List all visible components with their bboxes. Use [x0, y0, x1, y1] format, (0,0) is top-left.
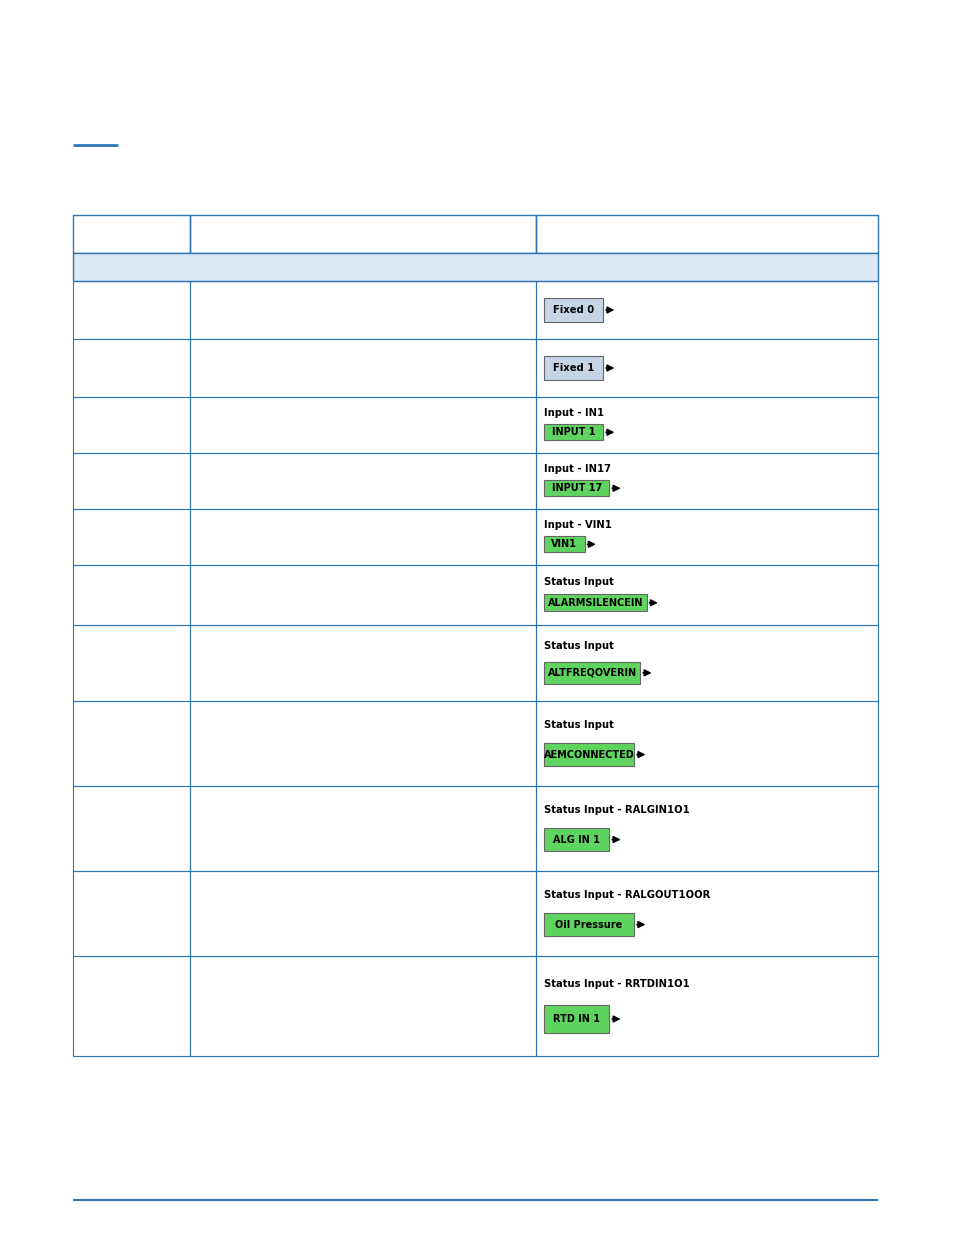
Text: INPUT 17: INPUT 17 — [551, 483, 601, 493]
Bar — [536, 871, 877, 956]
Text: Status Input - RALGIN1O1: Status Input - RALGIN1O1 — [543, 805, 689, 815]
Bar — [536, 785, 877, 871]
Bar — [73, 396, 190, 453]
Text: Fixed 0: Fixed 0 — [553, 305, 594, 315]
FancyBboxPatch shape — [543, 480, 609, 496]
Bar — [190, 564, 536, 625]
Bar — [190, 396, 536, 453]
Text: Status Input: Status Input — [543, 720, 613, 730]
Text: Status Input: Status Input — [543, 577, 613, 587]
Bar — [536, 701, 877, 785]
FancyBboxPatch shape — [543, 827, 609, 851]
Bar — [536, 509, 877, 564]
FancyBboxPatch shape — [543, 742, 634, 767]
Bar — [536, 564, 877, 625]
Bar — [190, 282, 536, 338]
FancyBboxPatch shape — [543, 913, 634, 936]
FancyBboxPatch shape — [543, 1005, 609, 1032]
Text: Input - IN17: Input - IN17 — [543, 463, 610, 474]
Bar — [73, 625, 190, 701]
Bar — [536, 625, 877, 701]
Bar — [190, 338, 536, 396]
Text: RTD IN 1: RTD IN 1 — [553, 1014, 599, 1024]
Text: Status Input - RALGOUT1OOR: Status Input - RALGOUT1OOR — [543, 889, 709, 900]
Bar — [190, 701, 536, 785]
Bar — [190, 215, 536, 253]
Text: Status Input: Status Input — [543, 641, 613, 651]
Bar — [73, 956, 190, 1056]
Bar — [190, 871, 536, 956]
Bar — [73, 253, 877, 282]
FancyBboxPatch shape — [543, 662, 639, 683]
Text: Input - VIN1: Input - VIN1 — [543, 520, 611, 530]
Text: Fixed 1: Fixed 1 — [553, 363, 594, 373]
Bar — [536, 282, 877, 338]
Bar — [73, 215, 190, 253]
Text: INPUT 1: INPUT 1 — [551, 427, 595, 437]
Bar — [536, 396, 877, 453]
Bar — [73, 453, 190, 509]
Bar — [73, 509, 190, 564]
Bar — [190, 956, 536, 1056]
Text: Input - IN1: Input - IN1 — [543, 408, 603, 417]
FancyBboxPatch shape — [543, 536, 584, 552]
FancyBboxPatch shape — [543, 594, 646, 611]
Bar — [190, 509, 536, 564]
Text: ALARMSILENCEIN: ALARMSILENCEIN — [547, 598, 642, 608]
Text: Status Input - RRTDIN1O1: Status Input - RRTDIN1O1 — [543, 979, 689, 989]
Bar — [536, 956, 877, 1056]
Bar — [73, 338, 190, 396]
Text: AEMCONNECTED: AEMCONNECTED — [543, 750, 634, 760]
Bar — [536, 338, 877, 396]
Bar — [73, 785, 190, 871]
Text: Oil Pressure: Oil Pressure — [555, 920, 622, 930]
Text: ALG IN 1: ALG IN 1 — [553, 835, 599, 845]
FancyBboxPatch shape — [543, 356, 602, 380]
FancyBboxPatch shape — [543, 298, 602, 322]
Bar — [73, 564, 190, 625]
FancyBboxPatch shape — [543, 425, 602, 440]
Bar — [73, 282, 190, 338]
Bar — [536, 215, 877, 253]
Text: VIN1: VIN1 — [551, 540, 577, 550]
Bar — [73, 701, 190, 785]
Bar — [190, 625, 536, 701]
Bar — [190, 453, 536, 509]
Bar — [536, 453, 877, 509]
Bar — [73, 871, 190, 956]
Bar — [190, 785, 536, 871]
Text: ALTFREQOVERIN: ALTFREQOVERIN — [547, 668, 636, 678]
